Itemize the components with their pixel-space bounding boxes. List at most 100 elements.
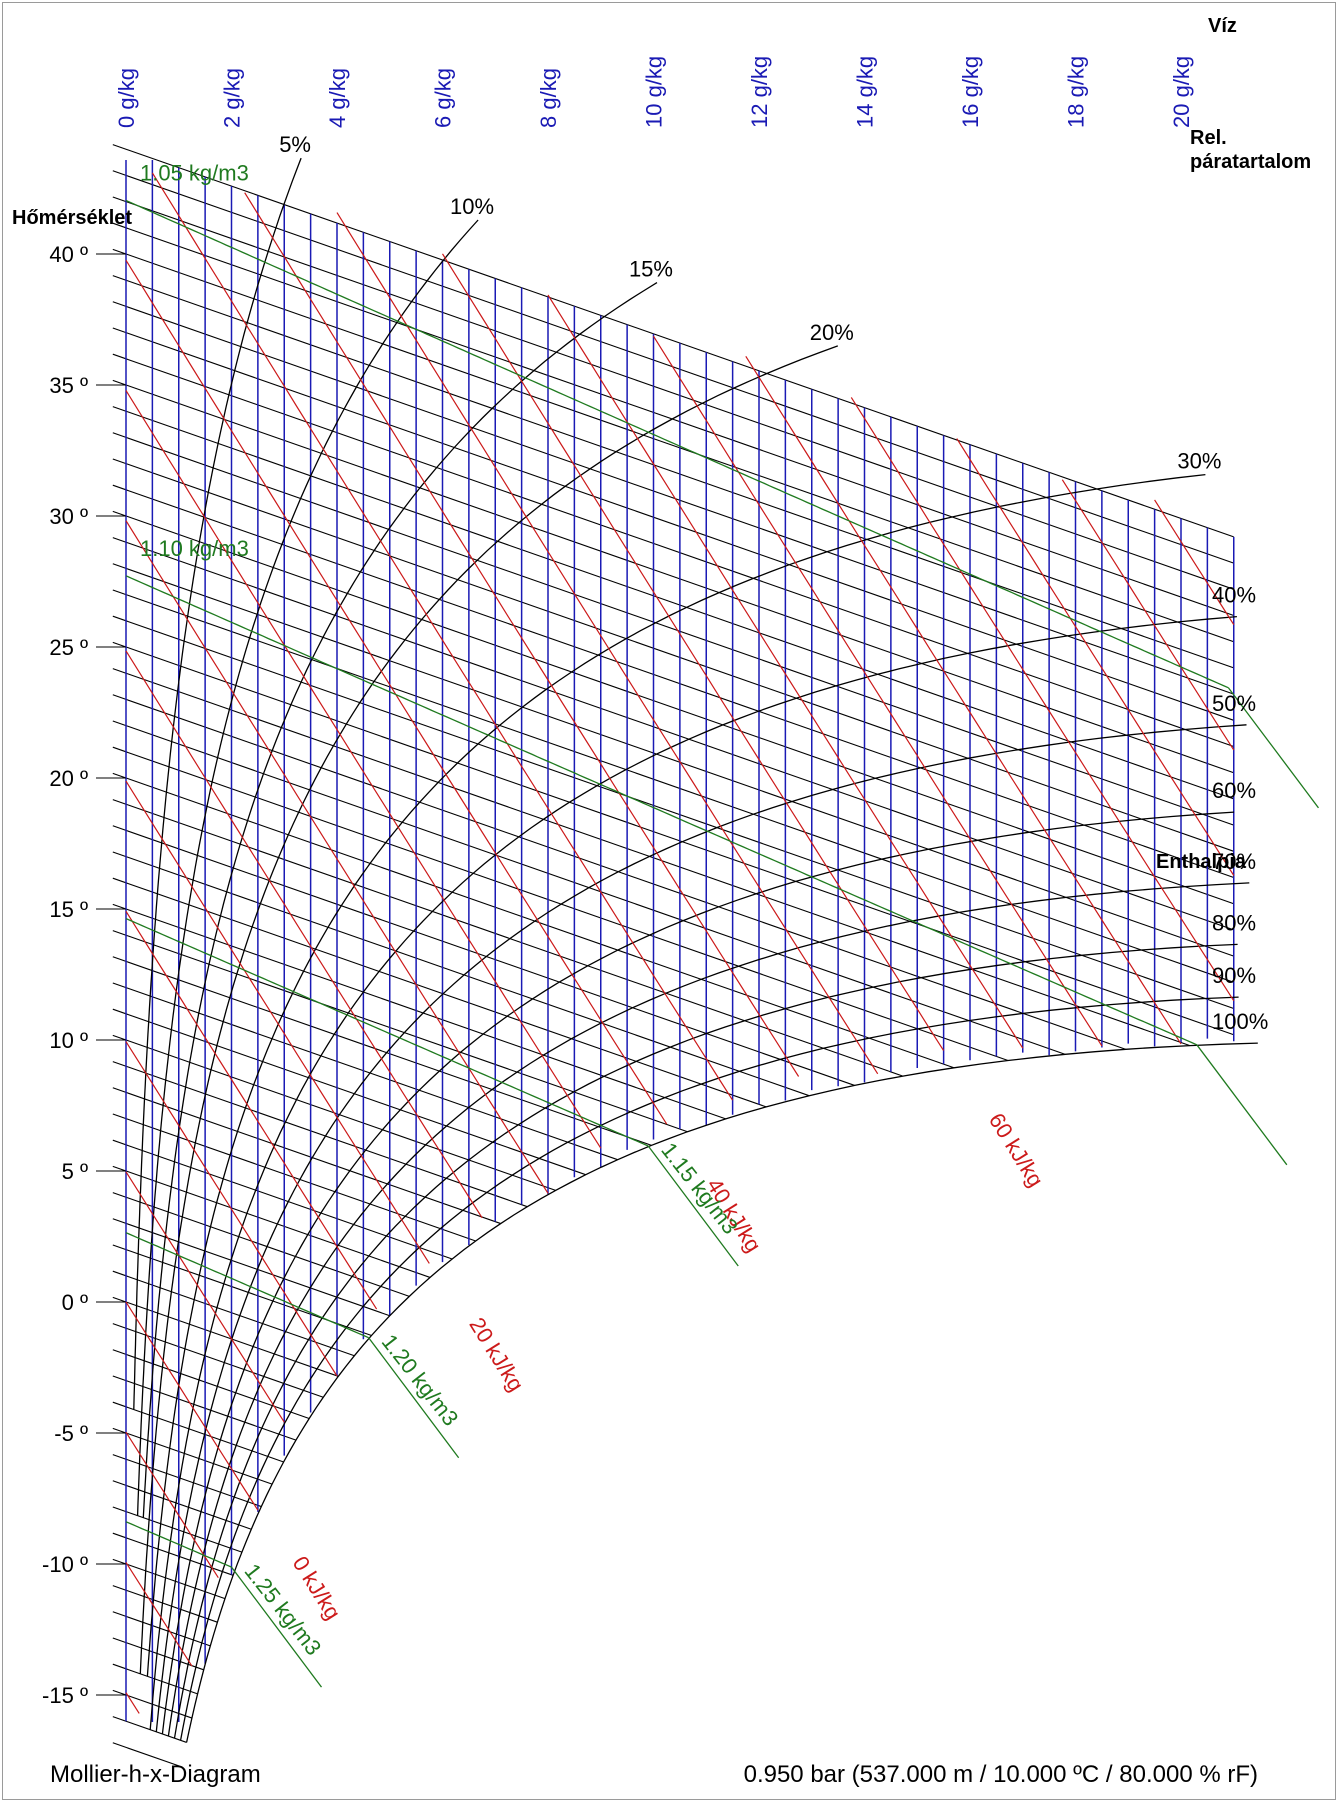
rh-label-5: 5% bbox=[279, 132, 311, 157]
moisture-label: 14 g/kg bbox=[853, 56, 878, 128]
temperature-tick-label: 35 º bbox=[49, 373, 88, 398]
isotherm-line bbox=[112, 772, 955, 1069]
temperature-tick-label: 20 º bbox=[49, 766, 88, 791]
enthalpy-line bbox=[125, 520, 549, 1194]
isotherm-line bbox=[112, 144, 1234, 538]
chart-subtitle: 0.950 bar (537.000 m / 10.000 ºC / 80.00… bbox=[744, 1761, 1258, 1788]
rh-label-10: 10% bbox=[450, 194, 494, 219]
isotherm-line bbox=[112, 510, 1234, 905]
isotherm-line bbox=[112, 379, 1234, 774]
temperature-tick-label: 25 º bbox=[49, 635, 88, 660]
temperature-tick-label: 5 º bbox=[62, 1159, 88, 1184]
enthalpy-line bbox=[125, 1692, 140, 1714]
isotherm-line bbox=[112, 1008, 586, 1176]
isotherm-line bbox=[112, 1061, 528, 1208]
moisture-label: 20 g/kg bbox=[1169, 56, 1194, 128]
rh-curve-20 bbox=[139, 345, 839, 1674]
density-line-1 bbox=[125, 575, 1198, 1046]
density-label-3: 1.20 kg/m3 bbox=[377, 1329, 464, 1430]
enthalpy-label-60: 60 kJ/kg bbox=[984, 1108, 1049, 1191]
isotherm-line bbox=[112, 694, 1127, 1050]
enthalpy-line bbox=[850, 397, 1235, 1002]
isotherm-line bbox=[112, 1087, 501, 1225]
isotherm-line bbox=[112, 956, 652, 1146]
isotherm-line bbox=[112, 1558, 226, 1600]
enthalpy-line bbox=[652, 335, 1103, 1047]
isotherm-line bbox=[112, 799, 904, 1077]
density-fog-line bbox=[647, 1145, 739, 1267]
isotherm-line bbox=[112, 484, 1234, 879]
moisture-label: 4 g/kg bbox=[325, 68, 350, 128]
isotherm-line bbox=[112, 353, 1234, 748]
rh-curve-70 bbox=[167, 882, 1250, 1737]
isotherm-line bbox=[112, 1454, 262, 1508]
enthalpy-line bbox=[125, 1041, 338, 1377]
enthalpy-line bbox=[125, 910, 378, 1310]
rh-curve-90 bbox=[179, 996, 1239, 1741]
rh-title-line2: páratartalom bbox=[1190, 151, 1311, 173]
moisture-label: 8 g/kg bbox=[536, 68, 561, 128]
isotherm-line bbox=[112, 1113, 476, 1242]
enthalpy-line bbox=[125, 780, 430, 1264]
temperature-tick-label: -10 º bbox=[42, 1552, 88, 1577]
isotherm-line bbox=[112, 563, 1234, 957]
rh-curve-80 bbox=[173, 943, 1238, 1739]
density-fog-line bbox=[1227, 687, 1319, 809]
rh-curve-10 bbox=[136, 219, 479, 1516]
isotherm-line bbox=[112, 1611, 211, 1647]
isotherm-line bbox=[112, 432, 1234, 826]
enthalpy-line bbox=[1154, 499, 1235, 626]
enthalpy-line bbox=[745, 355, 1182, 1045]
rh-label-90: 90% bbox=[1212, 963, 1256, 988]
rh-curve-15 bbox=[142, 282, 658, 1518]
moisture-label: 10 g/kg bbox=[642, 56, 667, 128]
isotherm-line bbox=[112, 1296, 339, 1377]
enthalpy-line bbox=[244, 192, 800, 1077]
density-label-0: 1.05 kg/m3 bbox=[140, 160, 249, 185]
density-fog-line bbox=[230, 1566, 323, 1688]
chart-title: Mollier-h-x-Diagram bbox=[50, 1761, 261, 1788]
enthalpy-line bbox=[441, 253, 945, 1051]
rh-label-20: 20% bbox=[810, 320, 854, 345]
isotherm-line bbox=[112, 248, 1234, 643]
enthalpy-line bbox=[125, 1431, 219, 1579]
rh-title-line1: Rel. bbox=[1190, 127, 1227, 149]
moisture-label: 6 g/kg bbox=[431, 68, 456, 128]
isotherm-line bbox=[112, 1532, 234, 1576]
enthalpy-line bbox=[125, 1301, 259, 1511]
moisture-axis-title: Víz bbox=[1208, 15, 1237, 37]
enthalpy-line bbox=[125, 259, 668, 1125]
isotherm-line bbox=[112, 1165, 431, 1278]
density-fog-line bbox=[368, 1337, 460, 1459]
enthalpy-line bbox=[547, 294, 1024, 1049]
isotherm-line bbox=[112, 196, 1234, 590]
enthalpy-label-20: 20 kJ/kg bbox=[464, 1313, 529, 1396]
rh-label-70: 70% bbox=[1212, 849, 1256, 874]
isotherm-line bbox=[112, 406, 1234, 800]
isotherm-line bbox=[112, 1139, 453, 1260]
moisture-label: 0 g/kg bbox=[114, 68, 139, 128]
temperature-axis-title: Hőmérséklet bbox=[12, 207, 132, 229]
isotherm-line bbox=[112, 222, 1234, 617]
enthalpy-line bbox=[956, 438, 1235, 876]
enthalpy-line bbox=[125, 390, 602, 1149]
temperature-tick-label: -5 º bbox=[54, 1421, 88, 1446]
rh-label-100: 100% bbox=[1212, 1009, 1268, 1034]
rh-label-15: 15% bbox=[629, 257, 673, 282]
isotherm-line bbox=[112, 1192, 410, 1297]
isotherm-line bbox=[112, 1427, 273, 1485]
rh-curve-40 bbox=[149, 615, 1237, 1730]
enthalpy-line bbox=[1061, 479, 1235, 751]
rh-label-40: 40% bbox=[1212, 583, 1256, 608]
isotherm-line bbox=[112, 668, 1191, 1047]
isotherm-line bbox=[112, 327, 1234, 721]
isotherm-line bbox=[112, 825, 855, 1086]
enthalpy-line bbox=[125, 1171, 285, 1423]
enthalpy-title: Enthalpia bbox=[1156, 851, 1247, 873]
isotherm-line bbox=[112, 1218, 390, 1317]
curve-layer bbox=[125, 157, 1319, 1743]
isotherm-line bbox=[112, 877, 767, 1108]
density-line-3 bbox=[125, 1232, 369, 1339]
moisture-label: 2 g/kg bbox=[220, 68, 245, 128]
temperature-tick-label: 10 º bbox=[49, 1028, 88, 1053]
